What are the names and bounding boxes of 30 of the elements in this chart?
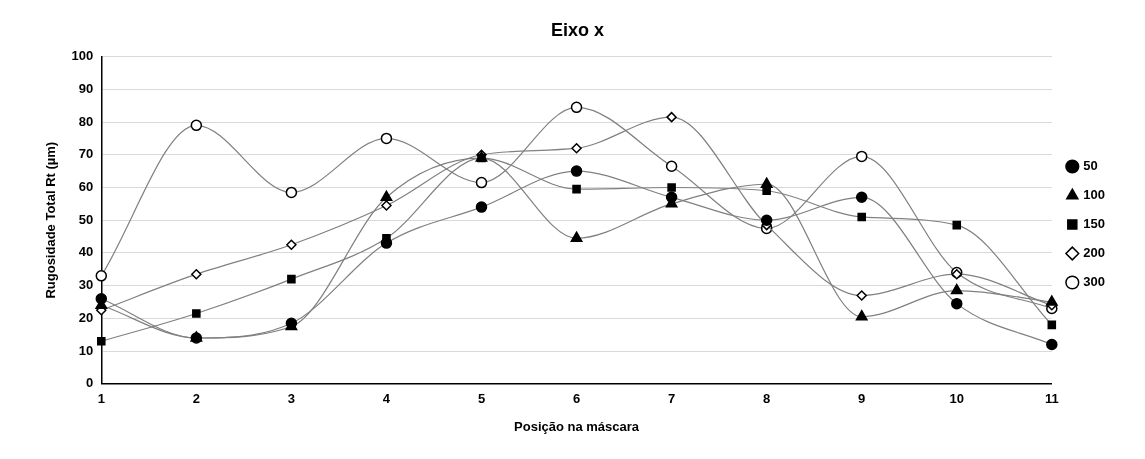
- y-tick-label: 90: [78, 80, 94, 96]
- legend-label: 200: [1083, 245, 1106, 261]
- y-tick-label: 80: [78, 113, 94, 129]
- y-tick-label: 20: [78, 309, 94, 325]
- x-tick-label: 9: [858, 391, 866, 407]
- legend-label: 300: [1083, 274, 1106, 290]
- x-tick-label: 3: [287, 391, 296, 407]
- x-axis-title: Posição na máscara: [514, 418, 640, 434]
- y-axis-title: Rugosidade Total Rt (µm): [43, 141, 59, 299]
- y-tick-label: 50: [78, 211, 94, 227]
- legend-label: 50: [1083, 158, 1098, 174]
- x-tick-label: 1: [97, 391, 105, 407]
- y-tick-label: 100: [71, 48, 94, 64]
- legend-label: 150: [1083, 216, 1106, 232]
- x-tick-label: 8: [763, 391, 771, 407]
- x-tick-label: 5: [477, 391, 486, 407]
- y-tick-label: 0: [86, 375, 94, 391]
- x-tick-label: 10: [949, 391, 964, 407]
- x-tick-label: 6: [572, 391, 581, 407]
- y-tick-label: 30: [78, 277, 94, 293]
- y-tick-label: 10: [78, 342, 94, 358]
- chart-title: Eixo x: [550, 19, 605, 40]
- y-tick-label: 70: [78, 146, 94, 162]
- y-tick-label: 40: [78, 244, 94, 260]
- x-tick-label: 4: [382, 391, 391, 407]
- x-tick-label: 7: [667, 391, 676, 407]
- x-tick-label: 11: [1044, 391, 1059, 407]
- x-tick-label: 2: [192, 391, 200, 407]
- legend-label: 100: [1083, 187, 1106, 203]
- y-tick-label: 60: [78, 179, 94, 195]
